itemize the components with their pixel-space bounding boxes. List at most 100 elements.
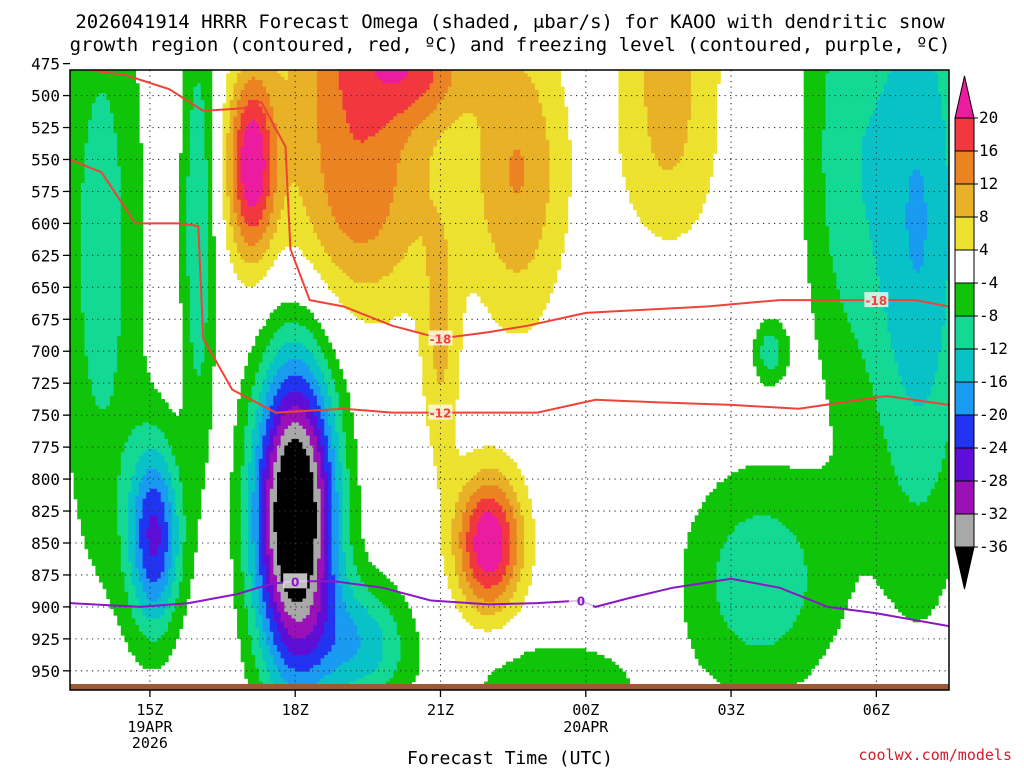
omega-cell (109, 352, 115, 357)
omega-cell (120, 266, 126, 271)
omega-cell (77, 375, 82, 380)
omega-cell (113, 428, 118, 433)
omega-cell (139, 518, 144, 523)
omega-cell (106, 585, 111, 590)
omega-cell (135, 658, 140, 663)
omega-cell (84, 362, 89, 367)
omega-cell (139, 375, 144, 380)
omega-cell (139, 422, 144, 427)
omega-cell (117, 412, 122, 417)
omega-cell (117, 382, 122, 387)
omega-cell (109, 498, 115, 503)
omega-cell (171, 551, 176, 556)
omega-cell (88, 202, 93, 207)
omega-cell (80, 455, 86, 460)
omega-cell (124, 532, 129, 536)
omega-cell (139, 412, 144, 417)
omega-cell (91, 133, 97, 138)
omega-cell (102, 412, 107, 417)
omega-cell (95, 541, 100, 546)
omega-cell (149, 658, 155, 663)
omega-cell (157, 432, 162, 437)
omega-cell (99, 159, 104, 164)
omega-cell (70, 70, 75, 74)
omega-cell (139, 206, 144, 211)
omega-cell (175, 555, 180, 560)
omega-cell (164, 512, 169, 516)
omega-cell (84, 156, 89, 161)
omega-cell (80, 438, 86, 443)
omega-cell (95, 425, 100, 430)
omega-cell (157, 585, 162, 590)
omega-cell (153, 455, 158, 460)
omega-cell (157, 458, 162, 463)
omega-cell (99, 555, 104, 560)
omega-cell (84, 269, 89, 274)
omega-cell (102, 259, 107, 264)
omega-cell (160, 548, 166, 553)
omega-cell (120, 289, 126, 294)
omega-cell (128, 256, 133, 261)
omega-cell (128, 442, 133, 447)
omega-cell (124, 425, 129, 430)
omega-cell (124, 422, 129, 427)
omega-cell (128, 106, 133, 111)
omega-cell (109, 96, 115, 101)
omega-cell (99, 176, 104, 181)
omega-cell (142, 425, 147, 430)
omega-cell (80, 329, 86, 334)
omega-cell (113, 319, 118, 324)
omega-cell (99, 432, 104, 437)
omega-cell (120, 156, 126, 161)
omega-cell (135, 379, 140, 384)
omega-cell (160, 492, 166, 497)
omega-cell (131, 625, 136, 629)
omega-cell (135, 249, 140, 254)
omega-cell (149, 438, 155, 443)
omega-cell (128, 116, 133, 121)
omega-cell (168, 635, 173, 639)
omega-cell (117, 528, 122, 533)
omega-cell (95, 422, 100, 427)
omega-cell (135, 222, 140, 227)
omega-cell (153, 611, 158, 616)
omega-cell (149, 645, 155, 649)
omega-cell (149, 641, 155, 646)
omega-cell (175, 571, 180, 576)
omega-cell (175, 512, 180, 516)
omega-cell (106, 405, 111, 410)
omega-cell (70, 83, 75, 88)
omega-cell (77, 103, 82, 108)
omega-cell (106, 206, 111, 211)
omega-cell (142, 465, 147, 470)
omega-cell (77, 372, 82, 377)
omega-cell (106, 232, 111, 237)
omega-cell (99, 206, 104, 211)
omega-cell (91, 153, 97, 158)
omega-cell (175, 568, 180, 573)
omega-cell (91, 139, 97, 144)
omega-cell (164, 495, 169, 500)
omega-cell (109, 322, 115, 327)
omega-cell (113, 591, 118, 596)
omega-cell (88, 113, 93, 118)
omega-cell (135, 189, 140, 194)
omega-cell (109, 435, 115, 440)
omega-cell (164, 405, 169, 410)
omega-cell (73, 70, 78, 74)
omega-cell (109, 259, 115, 264)
omega-cell (142, 472, 147, 477)
omega-cell (171, 581, 176, 586)
omega-cell (124, 591, 129, 596)
omega-cell (91, 389, 97, 393)
omega-cell (88, 452, 93, 457)
omega-cell (95, 242, 100, 247)
omega-cell (128, 139, 133, 144)
omega-cell (142, 502, 147, 506)
omega-cell (149, 472, 155, 477)
omega-cell (139, 621, 144, 626)
omega-cell (99, 212, 104, 217)
omega-cell (128, 478, 133, 483)
omega-cell (113, 385, 118, 390)
omega-cell (80, 332, 86, 337)
